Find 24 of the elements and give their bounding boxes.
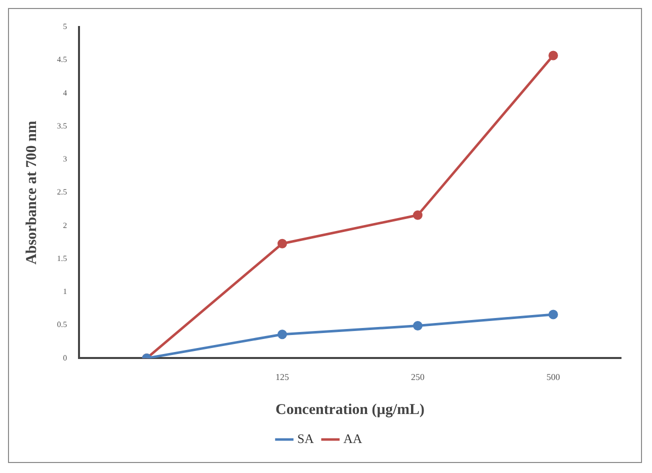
point	[548, 310, 558, 320]
y-tick-label: 1	[63, 287, 67, 296]
y-tick-label: 0	[63, 353, 67, 362]
y-tick-label: 2	[63, 220, 67, 230]
point	[548, 50, 558, 60]
point	[413, 210, 422, 220]
legend-label: AA	[343, 430, 363, 446]
x-tick-label: 125	[276, 372, 290, 382]
point	[278, 330, 287, 340]
x-axis-title: Concentration (µg/mL)	[275, 402, 425, 418]
point	[413, 320, 422, 330]
y-tick-label: 0.5	[57, 320, 67, 330]
y-tick-label: 5	[63, 22, 67, 32]
legend-label: SA	[297, 430, 315, 446]
y-tick-label: 4	[63, 88, 67, 98]
x-tick-label: 500	[546, 372, 560, 382]
x-tick-label: 250	[411, 372, 425, 382]
y-tick-label: 2.5	[57, 188, 67, 197]
y-tick-label: 1.5	[57, 254, 67, 263]
y-axis-title: Absorbance at 700 nm	[24, 120, 40, 264]
point	[278, 238, 287, 248]
y-tick-label: 3	[63, 154, 67, 164]
y-tick-label: 3.5	[57, 121, 67, 130]
y-tick-label: 4.5	[57, 55, 67, 64]
